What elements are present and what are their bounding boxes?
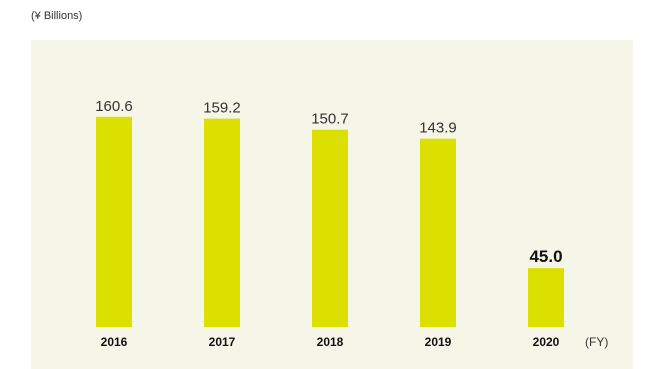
x-axis-suffix: (FY) bbox=[585, 335, 608, 349]
x-tick-2020: 2020 bbox=[533, 335, 560, 349]
unit-label: (¥ Billions) bbox=[31, 10, 82, 22]
bars-group bbox=[96, 116, 564, 327]
x-tick-2016: 2016 bbox=[101, 335, 128, 349]
bar-2019 bbox=[420, 138, 456, 327]
x-tick-2017: 2017 bbox=[209, 335, 236, 349]
bar-2020 bbox=[528, 268, 564, 327]
x-tick-2019: 2019 bbox=[425, 335, 452, 349]
bar-2016 bbox=[96, 116, 132, 327]
value-label-2017: 159.2 bbox=[203, 100, 241, 117]
value-label-2019: 143.9 bbox=[419, 120, 457, 137]
value-labels-group: 160.6 159.2 150.7 143.9 45.0 bbox=[95, 98, 562, 266]
value-label-2018: 150.7 bbox=[311, 111, 349, 128]
bar-2017 bbox=[204, 118, 240, 327]
x-tick-labels-group: 2016 2017 2018 2019 2020 bbox=[101, 335, 560, 349]
value-label-2020: 45.0 bbox=[529, 247, 562, 266]
x-tick-2018: 2018 bbox=[317, 335, 344, 349]
value-label-2016: 160.6 bbox=[95, 98, 133, 115]
bar-2018 bbox=[312, 129, 348, 327]
